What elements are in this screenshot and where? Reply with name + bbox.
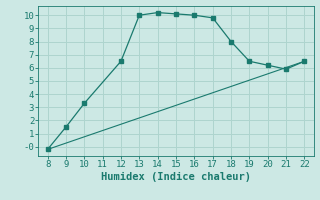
X-axis label: Humidex (Indice chaleur): Humidex (Indice chaleur) <box>101 172 251 182</box>
